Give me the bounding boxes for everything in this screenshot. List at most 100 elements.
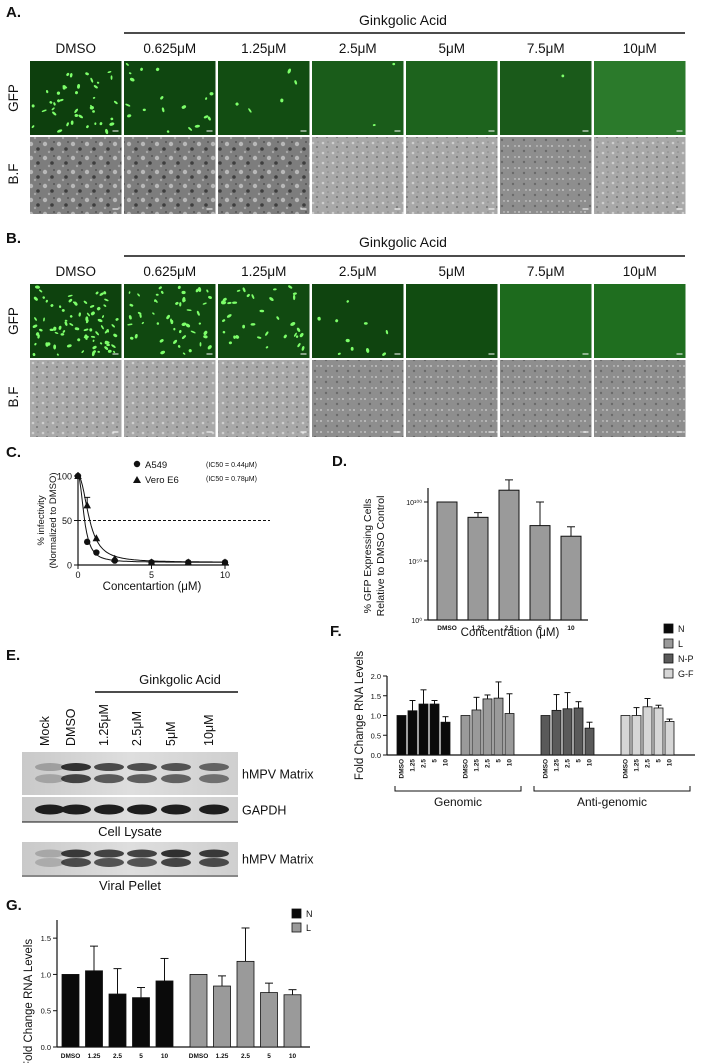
gfp-cell <box>203 330 208 336</box>
column-labels-b: DMSO 0.625μM 1.25μM 2.5μM 5μM 7.5μM 10μM <box>56 264 657 279</box>
x-tick-label: 5 <box>538 625 542 632</box>
y-tick-label: 0.0 <box>41 1043 51 1052</box>
gfp-cell <box>166 130 170 133</box>
band <box>61 857 91 867</box>
gfp-cell <box>113 350 116 354</box>
x-tick-label: 2.5 <box>113 1053 122 1060</box>
bar <box>620 715 631 756</box>
gfp-cell <box>60 333 65 336</box>
bf-image-3 <box>312 360 404 437</box>
caption-cell-lysate: Cell Lysate <box>98 824 162 839</box>
chart-d: 10¹⁰⁰ 10⁵⁰ 10⁰ DMSO 1.25 2.5 5 10 Concentration … <box>362 479 588 639</box>
gfp-cell <box>292 292 297 295</box>
x-tick-label: DMSO <box>61 1053 81 1060</box>
gfp-cell <box>179 302 182 307</box>
bar <box>584 727 595 756</box>
x-axis-label: Concentration (μM) <box>461 627 560 639</box>
x-axis-label: Concentartion (μM) <box>103 581 202 593</box>
gfp-cell <box>99 342 103 345</box>
gfp-cell <box>107 71 112 73</box>
lane-label: 5μM <box>164 721 178 746</box>
panel-c-label: C. <box>6 444 21 461</box>
gfp-cell <box>222 330 226 334</box>
bar <box>189 974 208 1048</box>
gfp-cell <box>74 327 80 331</box>
gfp-cell <box>128 315 132 320</box>
x-tick-label: 10 <box>443 759 450 767</box>
x-tick-label: 1.25 <box>472 625 485 632</box>
gfp-cell <box>207 345 212 350</box>
gfp-image-2 <box>218 61 310 135</box>
gfp-image-6 <box>594 61 686 135</box>
bar <box>573 707 584 756</box>
band <box>127 804 157 815</box>
x-tick-label: 2.5 <box>504 625 513 632</box>
gfp-cell <box>85 72 89 76</box>
fit-curve-a549 <box>77 475 225 563</box>
bf-image-4 <box>406 137 498 214</box>
gfp-cell <box>78 312 81 317</box>
gfp-cell <box>317 316 321 321</box>
band <box>61 849 91 858</box>
gfp-cell <box>74 108 79 114</box>
gfp-cell <box>127 323 133 326</box>
gfp-cell <box>104 329 109 334</box>
column-label: 5μM <box>438 41 465 56</box>
x-tick-label: 10 <box>587 759 594 767</box>
lane-label: DMSO <box>64 708 78 746</box>
gfp-cell <box>103 291 107 295</box>
gfp-cell <box>110 75 113 80</box>
gfp-cell <box>196 310 200 316</box>
gfp-cell <box>280 98 284 103</box>
gfp-cell <box>222 297 227 302</box>
band-label: GAPDH <box>242 804 286 818</box>
fit-curve-vero-e6 <box>77 475 225 563</box>
x-tick-label: 5 <box>139 1053 143 1060</box>
column-label: 2.5μM <box>339 41 377 56</box>
bar <box>396 715 407 756</box>
gfp-cell <box>127 114 132 118</box>
legend-label-a549: A549 <box>145 460 167 471</box>
gfp-image-4 <box>406 61 498 135</box>
band <box>35 849 65 858</box>
gfp-cell <box>134 333 138 339</box>
bar <box>407 710 418 756</box>
gfp-cell <box>194 124 200 128</box>
gfp-cell <box>283 334 287 339</box>
data-point-a549 <box>83 538 91 546</box>
band <box>35 804 65 815</box>
gfp-cell <box>299 332 304 338</box>
bf-image-4 <box>406 360 498 437</box>
gfp-cell <box>222 319 226 323</box>
gfp-cell <box>294 332 297 337</box>
gfp-cell <box>66 344 72 348</box>
gfp-cell <box>251 294 255 299</box>
group-bracket-genomic <box>394 786 522 792</box>
gfp-cell <box>288 285 293 289</box>
bar <box>551 709 562 756</box>
bar <box>155 980 174 1048</box>
x-tick-label: 2.5 <box>565 759 572 768</box>
y-axis-label: Fold Change RNA Levels <box>354 651 366 780</box>
gfp-cell <box>188 127 193 131</box>
gfp-cell <box>301 346 305 351</box>
data-point-vero-e6 <box>74 472 82 479</box>
chart-f: 0.0 0.5 1.0 1.5 2.0 Fold Change RNA Levels DMS… <box>354 623 695 809</box>
gfp-cell <box>97 350 101 353</box>
gfp-cell <box>52 111 57 116</box>
gfp-cell <box>92 110 95 113</box>
bar <box>631 715 642 756</box>
gfp-cell <box>115 318 119 321</box>
gfp-cell <box>292 294 296 301</box>
band <box>161 849 191 858</box>
band-label: hMPV Matrix <box>242 853 314 867</box>
panel-e: E. Ginkgolic Acid Mock DMSO 1.25μM 2.5μM 5μM… <box>6 647 314 893</box>
gfp-cell <box>181 290 186 295</box>
gfp-cell <box>92 345 97 350</box>
bar <box>85 970 103 1048</box>
panel-g: G. 0.0 0.5 1.0 1.5 Fold Change RNA Levels DMS… <box>6 897 313 1063</box>
chart-c: 0 50 100 0 5 10 Concentartion (μM) % infectivit… <box>36 460 270 593</box>
data-point-vero-e6 <box>184 558 193 566</box>
gfp-cell <box>287 68 292 74</box>
gfp-cell <box>62 85 66 90</box>
